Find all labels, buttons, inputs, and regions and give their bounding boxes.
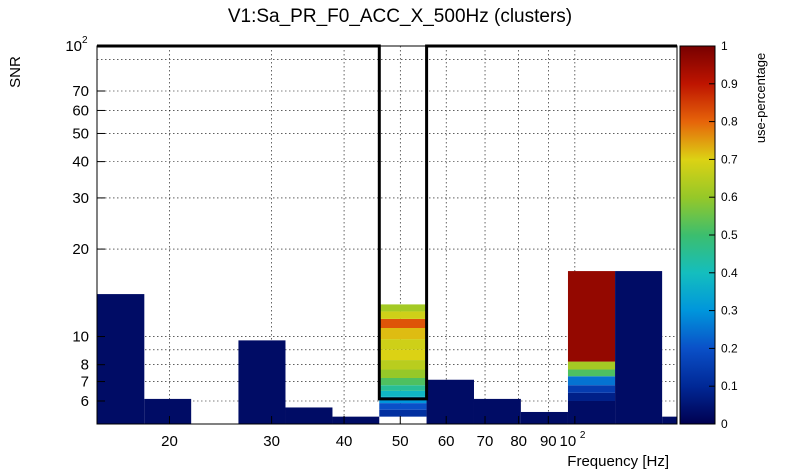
heatmap-cell (238, 340, 286, 424)
heatmap-cell (97, 294, 145, 424)
y-axis-label: SNR (7, 56, 24, 88)
x-tick-label: 30 (263, 433, 280, 450)
colorbar-label: use-percentage (753, 53, 768, 143)
y-tick-label: 60 (72, 102, 89, 119)
y-tick-label: 70 (72, 83, 89, 100)
y-tick-label: 6 (81, 393, 89, 410)
x-tick-label-exponent: 2 (580, 430, 586, 441)
y-tick-label: 7 (81, 374, 89, 391)
x-tick-label: 80 (510, 433, 527, 450)
heatmap-cell (567, 376, 616, 386)
x-tick-label: 40 (336, 433, 353, 450)
x-tick-label: 90 (540, 433, 557, 450)
x-tick-label: 20 (161, 433, 178, 450)
colorbar-tick-label: 0.1 (721, 379, 738, 393)
colorbar-tick-label: 0 (721, 417, 728, 431)
heatmap-cell (567, 271, 616, 362)
plot-frame (96, 45, 678, 425)
heatmap-cell (615, 271, 663, 424)
heatmap-cell (332, 416, 380, 424)
colorbar-tick-label: 0.5 (721, 228, 738, 242)
x-tick-label: 50 (392, 433, 409, 450)
colorbar-tick-label: 0.6 (721, 190, 738, 204)
x-axis-ticks: 20 30 40 50 60 70 80 90 10 2 (161, 416, 586, 450)
colorbar-tick-label: 0.9 (721, 77, 738, 91)
colorbar-tick-label: 0.2 (721, 341, 738, 355)
y-tick-label: 50 (72, 125, 89, 142)
heatmap-cell (285, 407, 333, 424)
y-tick-label: 10 (72, 329, 89, 346)
heatmap-cell (567, 361, 616, 370)
y-tick-label: 40 (72, 154, 89, 171)
colorbar-tick-label: 1 (721, 39, 728, 53)
heatmap-cell (379, 304, 427, 312)
x-tick-label: 60 (438, 433, 455, 450)
heatmap-cell (144, 398, 192, 424)
heatmap-cell (567, 385, 616, 393)
heatmap-cell (379, 385, 427, 391)
colorbar-tick-label: 0.3 (721, 304, 738, 318)
y-tick-label-exponent: 2 (82, 35, 88, 46)
y-tick-label: 30 (72, 190, 89, 207)
chart-title: V1:Sa_PR_F0_ACC_X_500Hz (clusters) (228, 6, 572, 27)
heatmap-cell (379, 349, 427, 361)
colorbar-tick-label: 0.4 (721, 266, 738, 280)
heatmap-cell (379, 360, 427, 370)
heatmap-cell (567, 392, 616, 401)
heatmap-cell (520, 411, 568, 424)
heatmap-cell (662, 416, 677, 424)
colorbar-tick-label: 0.7 (721, 152, 738, 166)
heatmap-cell (379, 311, 427, 319)
x-tick-label: 70 (477, 433, 494, 450)
heatmap-cell (473, 398, 521, 424)
heatmap-cell (379, 369, 427, 378)
heatmap-cell (567, 369, 616, 377)
heatmap-cell (426, 379, 474, 424)
colorbar-ticks: 0 0.1 0.2 0.3 0.4 0.5 0.6 0.7 0.8 0.9 1 (709, 39, 738, 431)
heatmap-cell (567, 400, 616, 424)
heatmap-cell (379, 339, 427, 350)
x-axis-label: Frequency [Hz] (567, 453, 669, 470)
y-tick-label: 20 (72, 241, 89, 258)
y-tick-label: 8 (81, 357, 89, 374)
heatmap-cell (379, 328, 427, 340)
heatmap-cells (97, 271, 677, 424)
heatmap-cell (379, 377, 427, 386)
x-tick-label: 10 (560, 433, 577, 450)
heatmap-cell (379, 318, 427, 329)
heatmap-cell (379, 403, 427, 410)
y-tick-label: 10 (65, 38, 82, 55)
colorbar-tick-label: 0.8 (721, 115, 738, 129)
heatmap-cell (379, 390, 427, 397)
heatmap-cell (379, 409, 427, 417)
